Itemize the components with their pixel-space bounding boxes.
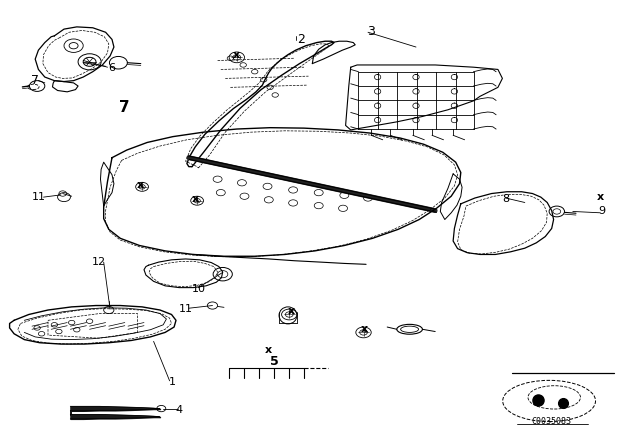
Text: x: x xyxy=(287,306,295,316)
Text: 11: 11 xyxy=(179,304,193,314)
Text: 1: 1 xyxy=(170,377,176,387)
Text: 10: 10 xyxy=(191,284,205,294)
Text: 9: 9 xyxy=(598,207,605,216)
Text: 2: 2 xyxy=(297,33,305,46)
Text: 7: 7 xyxy=(120,100,130,115)
Text: 4: 4 xyxy=(175,405,183,415)
Text: 5: 5 xyxy=(269,355,278,368)
Text: x: x xyxy=(265,345,273,355)
Text: x: x xyxy=(137,180,145,190)
Text: x: x xyxy=(233,50,241,60)
Text: x: x xyxy=(361,324,369,334)
Text: C0035083: C0035083 xyxy=(532,417,572,426)
Circle shape xyxy=(59,191,67,196)
Text: 12: 12 xyxy=(92,257,106,267)
Text: 3: 3 xyxy=(367,25,375,38)
Text: 8: 8 xyxy=(502,194,509,204)
Text: x: x xyxy=(596,192,604,202)
Text: x: x xyxy=(191,194,199,204)
Text: 6: 6 xyxy=(109,63,115,73)
Text: 7: 7 xyxy=(31,74,39,87)
Text: 11: 11 xyxy=(31,192,45,202)
